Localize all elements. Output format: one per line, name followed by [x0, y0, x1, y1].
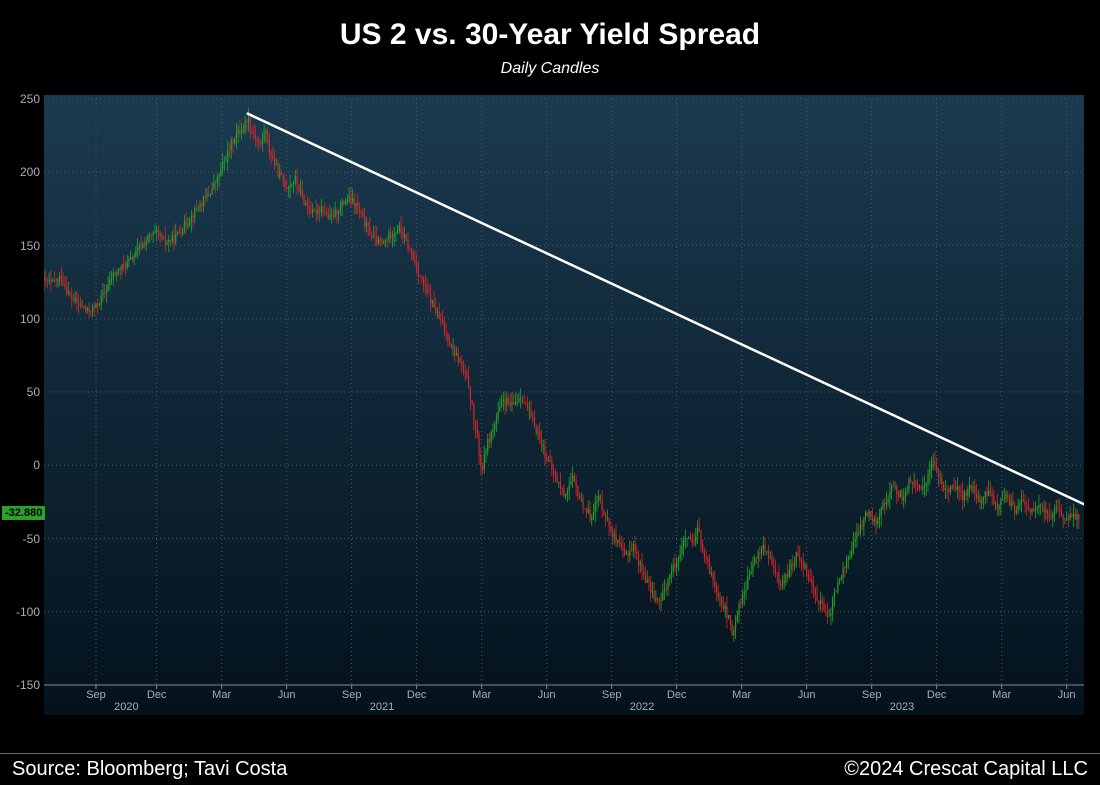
x-tick-label: Jun	[538, 689, 556, 701]
last-price-flag: -32.880	[2, 506, 45, 520]
x-tick-label: Mar	[732, 689, 751, 701]
y-tick-label: 50	[4, 385, 40, 399]
x-tick-label: Mar	[472, 689, 491, 701]
x-tick-label: Jun	[798, 689, 816, 701]
x-tick-year: 2022	[630, 701, 654, 713]
y-tick-label: 100	[4, 312, 40, 326]
chart-title: US 2 vs. 30-Year Yield Spread	[0, 18, 1100, 52]
source-text: Source: Bloomberg; Tavi Costa	[12, 758, 287, 781]
chart-container: US 2 vs. 30-Year Yield Spread Daily Cand…	[0, 0, 1100, 785]
x-tick-label: Dec	[927, 689, 947, 701]
chart-subtitle: Daily Candles	[0, 60, 1100, 78]
copyright-text: ©2024 Crescat Capital LLC	[844, 758, 1088, 781]
x-tick-label: Sep	[342, 689, 362, 701]
x-tick-year: 2020	[114, 701, 138, 713]
candlestick-plot	[44, 95, 1084, 715]
y-tick-label: 200	[4, 165, 40, 179]
y-tick-label: -150	[4, 678, 40, 692]
x-tick-label: Jun	[1058, 689, 1076, 701]
x-tick-label: Mar	[212, 689, 231, 701]
x-tick-label: Dec	[147, 689, 167, 701]
x-tick-year: 2021	[370, 701, 394, 713]
y-tick-label: -50	[4, 532, 40, 546]
y-tick-label: 150	[4, 239, 40, 253]
x-tick-label: Jun	[278, 689, 296, 701]
y-tick-label: 0	[4, 458, 40, 472]
y-tick-label: 250	[4, 92, 40, 106]
x-tick-label: Sep	[602, 689, 622, 701]
footer-bar: Source: Bloomberg; Tavi Costa ©2024 Cres…	[0, 753, 1100, 785]
x-tick-year: 2023	[890, 701, 914, 713]
x-tick-label: Sep	[862, 689, 882, 701]
x-tick-label: Sep	[86, 689, 106, 701]
y-tick-label: -100	[4, 605, 40, 619]
x-tick-label: Mar	[992, 689, 1011, 701]
x-tick-label: Dec	[667, 689, 687, 701]
x-tick-label: Dec	[407, 689, 427, 701]
plot-area	[44, 95, 1084, 715]
